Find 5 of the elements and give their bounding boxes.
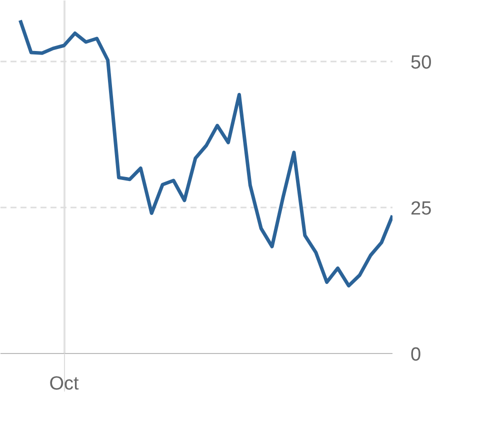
x-tick-label: Oct — [49, 374, 80, 394]
y-tick-label: 0 — [410, 344, 422, 366]
line-series — [18, 18, 392, 288]
y-tick-label: 50 — [410, 52, 432, 74]
y-tick-label: 25 — [410, 198, 432, 220]
